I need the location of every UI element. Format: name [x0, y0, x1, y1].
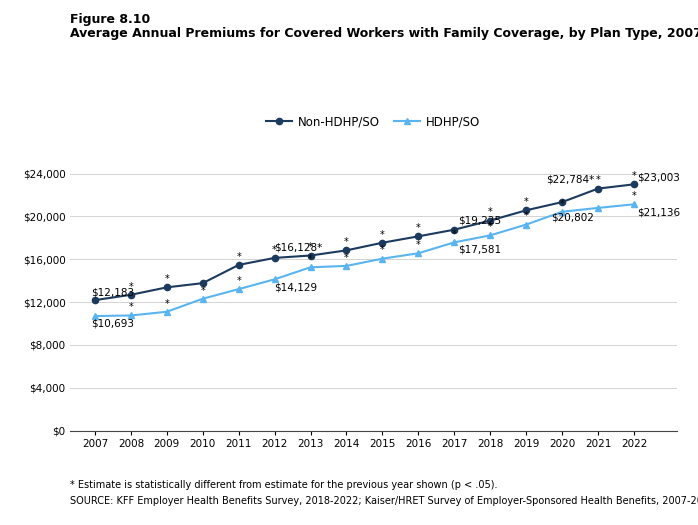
Text: $17,581: $17,581: [458, 245, 501, 255]
Text: *: *: [272, 245, 277, 255]
Text: $14,129: $14,129: [274, 282, 318, 292]
Legend: Non-HDHP/SO, HDHP/SO: Non-HDHP/SO, HDHP/SO: [262, 111, 485, 133]
Text: $12,183: $12,183: [91, 288, 135, 298]
Text: *: *: [165, 274, 169, 284]
Text: Average Annual Premiums for Covered Workers with Family Coverage, by Plan Type, : Average Annual Premiums for Covered Work…: [70, 27, 698, 40]
Text: *: *: [237, 276, 241, 286]
Text: *: *: [309, 254, 313, 264]
Text: *: *: [524, 212, 528, 222]
Text: $20,802: $20,802: [551, 212, 595, 222]
Text: *: *: [524, 197, 528, 207]
Text: *: *: [560, 198, 565, 208]
Text: *: *: [344, 253, 349, 262]
Text: *: *: [128, 302, 133, 312]
Text: $21,136: $21,136: [637, 207, 681, 217]
Text: * Estimate is statistically different from estimate for the previous year shown : * Estimate is statistically different fr…: [70, 480, 497, 490]
Text: *: *: [632, 171, 637, 181]
Text: *: *: [309, 243, 313, 253]
Text: *: *: [416, 240, 421, 250]
Text: *: *: [165, 299, 169, 309]
Text: *: *: [344, 237, 349, 247]
Text: *: *: [416, 223, 421, 233]
Text: Figure 8.10: Figure 8.10: [70, 13, 150, 26]
Text: *: *: [380, 246, 385, 256]
Text: $16,128*: $16,128*: [274, 243, 323, 253]
Text: *: *: [128, 281, 133, 291]
Text: $19,225: $19,225: [458, 216, 501, 226]
Text: SOURCE: KFF Employer Health Benefits Survey, 2018-2022; Kaiser/HRET Survey of Em: SOURCE: KFF Employer Health Benefits Sur…: [70, 496, 698, 506]
Text: *: *: [632, 191, 637, 201]
Text: $10,693: $10,693: [91, 318, 134, 328]
Text: *: *: [488, 207, 493, 217]
Text: *: *: [237, 251, 241, 261]
Text: *: *: [595, 175, 600, 185]
Text: *: *: [380, 229, 385, 239]
Text: *: *: [488, 222, 493, 232]
Text: *: *: [200, 286, 205, 296]
Text: $23,003: $23,003: [637, 173, 681, 183]
Text: *: *: [452, 229, 456, 239]
Text: $22,784*: $22,784*: [546, 174, 595, 184]
